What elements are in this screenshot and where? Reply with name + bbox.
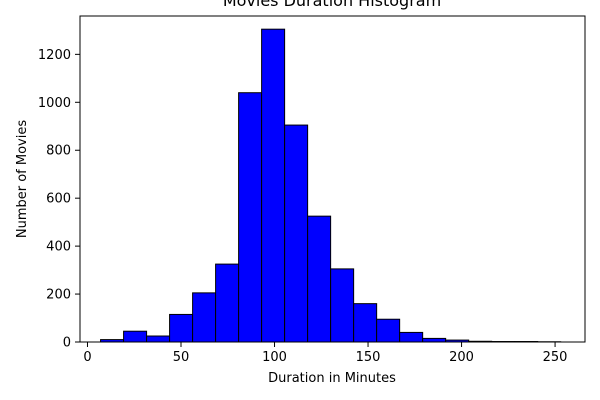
histogram-bar-1 bbox=[123, 330, 148, 343]
y-tick-label: 200 bbox=[46, 288, 71, 303]
x-tick-label: 0 bbox=[83, 350, 91, 365]
y-tick-label: 1000 bbox=[38, 96, 71, 111]
histogram-bar-11 bbox=[353, 303, 378, 343]
x-tick-label: 200 bbox=[449, 350, 474, 365]
histogram-bar-2 bbox=[146, 335, 171, 343]
y-tick-label: 0 bbox=[63, 336, 71, 351]
x-tick-label: 250 bbox=[543, 350, 568, 365]
histogram-bar-10 bbox=[330, 268, 355, 343]
x-axis-label: Duration in Minutes bbox=[268, 371, 396, 386]
y-tick-label: 1200 bbox=[38, 48, 71, 63]
y-tick-label: 600 bbox=[46, 192, 71, 207]
x-axis: 0 50 100 150 200 250 bbox=[83, 342, 567, 365]
bars-layer bbox=[100, 28, 562, 343]
x-tick-label: 100 bbox=[262, 350, 287, 365]
chart-title: Movies Duration Histogram bbox=[223, 0, 441, 10]
histogram-bar-9 bbox=[307, 215, 332, 343]
x-tick-label: 50 bbox=[173, 350, 190, 365]
histogram-bar-7 bbox=[261, 28, 286, 343]
y-tick-label: 400 bbox=[46, 240, 71, 255]
plot-frame bbox=[79, 15, 586, 343]
histogram-bar-3 bbox=[169, 313, 194, 343]
histogram-bar-5 bbox=[215, 263, 240, 343]
histogram-bar-14 bbox=[422, 337, 447, 343]
y-axis: 0 200 400 600 800 1000 1200 bbox=[38, 48, 80, 351]
histogram-bar-8 bbox=[284, 124, 309, 343]
histogram-bar-6 bbox=[238, 92, 263, 343]
histogram-bar-13 bbox=[399, 331, 424, 343]
y-tick-label: 800 bbox=[46, 144, 71, 159]
x-tick-label: 150 bbox=[356, 350, 381, 365]
histogram-bar-4 bbox=[192, 292, 217, 343]
histogram-bar-12 bbox=[376, 318, 401, 343]
y-axis-label: Number of Movies bbox=[15, 120, 30, 238]
